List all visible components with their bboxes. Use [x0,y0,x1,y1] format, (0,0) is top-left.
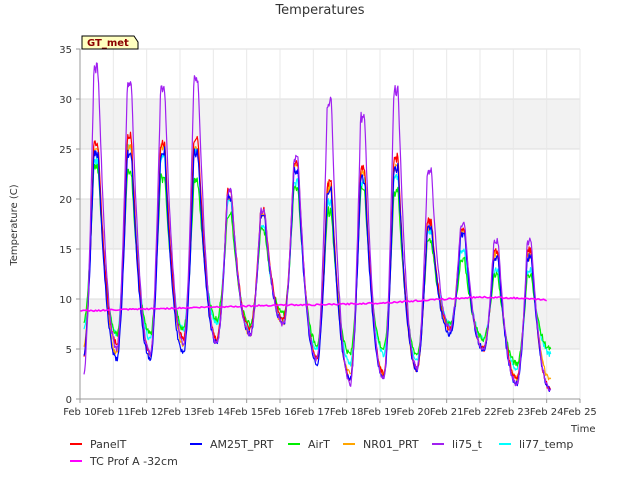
y-axis-label: Temperature (C) [9,184,20,266]
x-tick-label: Feb 20 [397,407,431,418]
x-tick-label: Feb 19 [363,407,397,418]
chart-title: Temperatures [274,3,364,18]
legend-label: NR01_PRT [363,438,419,451]
x-tick-label: Feb 18 [330,407,364,418]
series-layer [79,62,552,392]
y-tick-label: 15 [59,245,72,256]
x-axis-label: Time [570,424,595,435]
y-tick-label: 25 [59,145,72,156]
legend-label: AirT [308,438,330,451]
x-tick-label: Feb 13 [163,407,197,418]
legend-label: AM25T_PRT [210,438,274,451]
grid-band [80,299,580,349]
x-tick-label: Feb 11 [97,407,131,418]
y-tick-label: 0 [66,395,72,406]
x-tick-label: Feb 10 [63,407,97,418]
y-tick-label: 30 [59,95,72,106]
grid-band [80,199,580,249]
x-tick-label: Feb 15 [230,407,264,418]
x-tick-label: Feb 22 [463,407,497,418]
legend: PanelT AM25T_PRT AirT NR01_PRT li75_t li77_te… [70,438,573,468]
x-tick-label: Feb 25 [563,407,597,418]
legend-label: li77_temp [519,438,573,451]
legend-label: TC Prof A -32cm [89,455,178,468]
y-tick-label: 35 [59,45,72,56]
x-tick-label: Feb 17 [297,407,331,418]
y-tick-label: 5 [66,345,72,356]
series-line-li75-t [83,62,552,392]
plot-area [80,49,580,399]
x-tick-label: Feb 24 [530,407,564,418]
series-line-tc-prof-a-32cm [79,295,547,313]
grid-lines [79,48,581,400]
badge-label: GT_met [87,38,129,49]
legend-label: li75_t [452,438,483,451]
x-tick-label: Feb 23 [497,407,531,418]
x-tick-label: Feb 14 [197,407,231,418]
x-tick-label: Feb 16 [263,407,297,418]
grid-band [80,99,580,149]
y-tick-label: 20 [59,195,72,206]
station-badge: GT_met [81,35,139,50]
legend-label: PanelT [90,438,127,451]
x-tick-label: Feb 12 [130,407,164,418]
x-tick-label: Feb 21 [430,407,464,418]
y-tick-label: 10 [59,295,72,306]
badge-shape [81,35,139,50]
